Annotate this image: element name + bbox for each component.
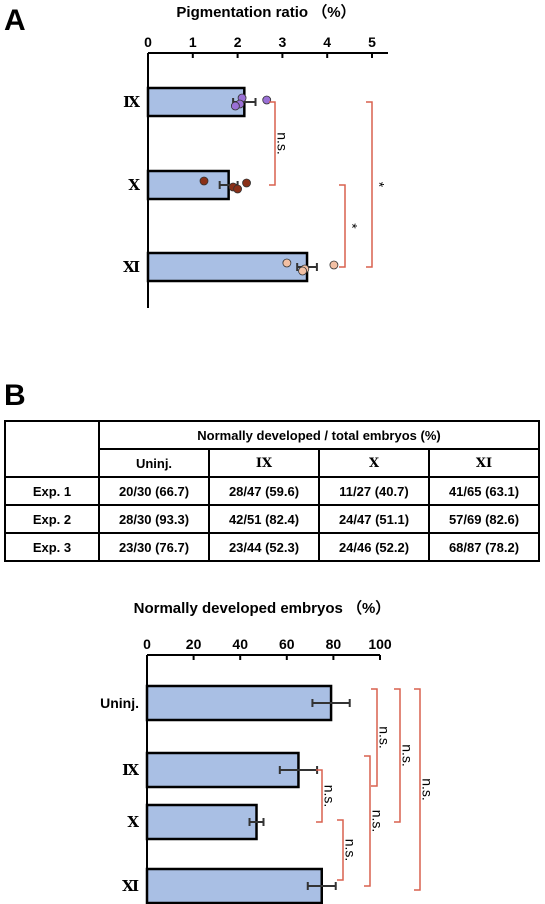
chart2-significance-bracket	[371, 688, 378, 787]
chart2-significance-label: n.s.	[419, 778, 435, 801]
chart2-tick-label: 40	[232, 636, 248, 652]
chart2-category-label: Ⅹ	[127, 813, 139, 831]
table-cell: 28/47 (59.6)	[208, 476, 320, 506]
table-cell: 24/46 (52.2)	[318, 532, 430, 562]
table-row: Exp. 2 28/30 (93.3) 42/51 (82.4) 24/47 (…	[4, 504, 540, 534]
table-row: Exp. 1 20/30 (66.7) 28/47 (59.6) 11/27 (…	[4, 476, 540, 506]
table-cell: 57/69 (82.6)	[428, 504, 540, 534]
panel-b-letter: B	[4, 379, 26, 412]
column-header: Uninj.	[98, 448, 210, 478]
chart1-tick-label: 0	[144, 34, 152, 50]
table-row: Exp. 3 23/30 (76.7) 23/44 (52.3) 24/46 (…	[4, 532, 540, 562]
table-cell: 23/30 (76.7)	[98, 532, 210, 562]
chart2-significance-bracket	[316, 769, 323, 823]
table-header-row: Normally developed / total embryos (%)	[4, 420, 540, 478]
chart2-significance-label: n.s.	[321, 785, 337, 808]
table-cell: 20/30 (66.7)	[98, 476, 210, 506]
table-corner-cell	[4, 420, 100, 478]
chart1-tick-label: 1	[189, 34, 197, 50]
chart2-significance-bracket	[414, 688, 421, 891]
table-column-row: Uninj. IX X XI	[5, 448, 540, 478]
chart1-significance-bracket	[339, 184, 346, 268]
row-label: Exp. 2	[4, 504, 100, 534]
column-header: XI	[428, 448, 540, 478]
chart1-data-point	[329, 260, 339, 270]
embryo-count-table: Normally developed / total embryos (%) U…	[4, 420, 540, 562]
chart2-bar-x	[145, 803, 258, 841]
chart2-category-label: Uninj.	[100, 695, 139, 711]
table-cell: 28/30 (93.3)	[98, 504, 210, 534]
chart1-tick-label: 3	[279, 34, 287, 50]
chart1-data-point	[199, 176, 209, 186]
chart1-data-point	[242, 178, 251, 188]
chart1-tick-label: 5	[368, 34, 376, 50]
chart2-significance-bracket	[337, 819, 344, 881]
chart1-significance-bracket	[269, 101, 276, 186]
panel-a-letter: A	[4, 4, 26, 37]
chart1-data-point	[298, 266, 307, 276]
row-label: Exp. 1	[4, 476, 100, 506]
table-cell: 68/87 (78.2)	[428, 532, 540, 562]
chart1-data-point	[230, 101, 240, 111]
chart2-significance-label: n.s.	[342, 839, 358, 862]
chart2-tick-label: 60	[279, 636, 295, 652]
chart2-category-label: Ⅸ	[122, 761, 139, 779]
chart1-bar-xi	[146, 251, 309, 283]
chart1-category-label: Ⅺ	[123, 258, 140, 276]
row-label: Exp. 3	[4, 532, 100, 562]
chart2-tick-label: 0	[143, 636, 151, 652]
table-cell: 42/51 (82.4)	[208, 504, 320, 534]
table-cell: 11/27 (40.7)	[318, 476, 430, 506]
chart1-data-point	[262, 95, 272, 105]
chart1-significance-label: *	[344, 223, 360, 229]
chart1-tick-label: 4	[323, 34, 331, 50]
table-cell: 24/47 (51.1)	[318, 504, 430, 534]
chart1-data-point	[233, 184, 243, 194]
chart1-category-label: Ⅸ	[123, 93, 140, 111]
table-cell: 23/44 (52.3)	[208, 532, 320, 562]
chart2-bar-ix	[145, 751, 300, 789]
pigmentation-chart: 0 1 2 3 4 5 Ⅸ Ⅹ Ⅺn.s. * *	[123, 34, 388, 308]
table-group-header: Normally developed / total embryos (%)	[98, 420, 540, 450]
chart2-title: Normally developed embryos （%）	[134, 599, 391, 617]
table-cell: 41/65 (63.1)	[428, 476, 540, 506]
chart1-significance-label: n.s.	[274, 132, 290, 155]
chart2-significance-bracket	[364, 755, 371, 887]
chart2-significance-label: n.s.	[399, 744, 415, 767]
chart2-bar-uninj	[145, 684, 333, 722]
normal-development-chart: 0 20 40 60 80 100Uninj.ⅨⅩⅪn.s.n.s.n.s.n.s.n.s…	[100, 636, 435, 904]
chart1-bar-ix	[146, 86, 246, 118]
chart1-category-label: Ⅹ	[128, 176, 140, 194]
chart1-bar-x	[146, 169, 230, 201]
chart1-data-point	[282, 258, 292, 268]
chart1-title: Pigmentation ratio （%）	[176, 3, 355, 21]
chart1-significance-label: *	[371, 182, 387, 188]
chart2-significance-label: n.s.	[376, 726, 392, 749]
chart2-tick-label: 100	[368, 636, 392, 652]
column-header: IX	[208, 448, 320, 478]
chart1-tick-label: 2	[234, 34, 242, 50]
chart2-tick-label: 80	[326, 636, 342, 652]
chart2-bar-xi	[145, 867, 323, 904]
column-header: X	[318, 448, 430, 478]
chart2-category-label: Ⅺ	[122, 877, 139, 895]
chart2-significance-label: n.s.	[369, 810, 385, 833]
chart2-tick-label: 20	[186, 636, 202, 652]
chart2-significance-bracket	[394, 688, 401, 823]
chart1-significance-bracket	[366, 101, 373, 268]
